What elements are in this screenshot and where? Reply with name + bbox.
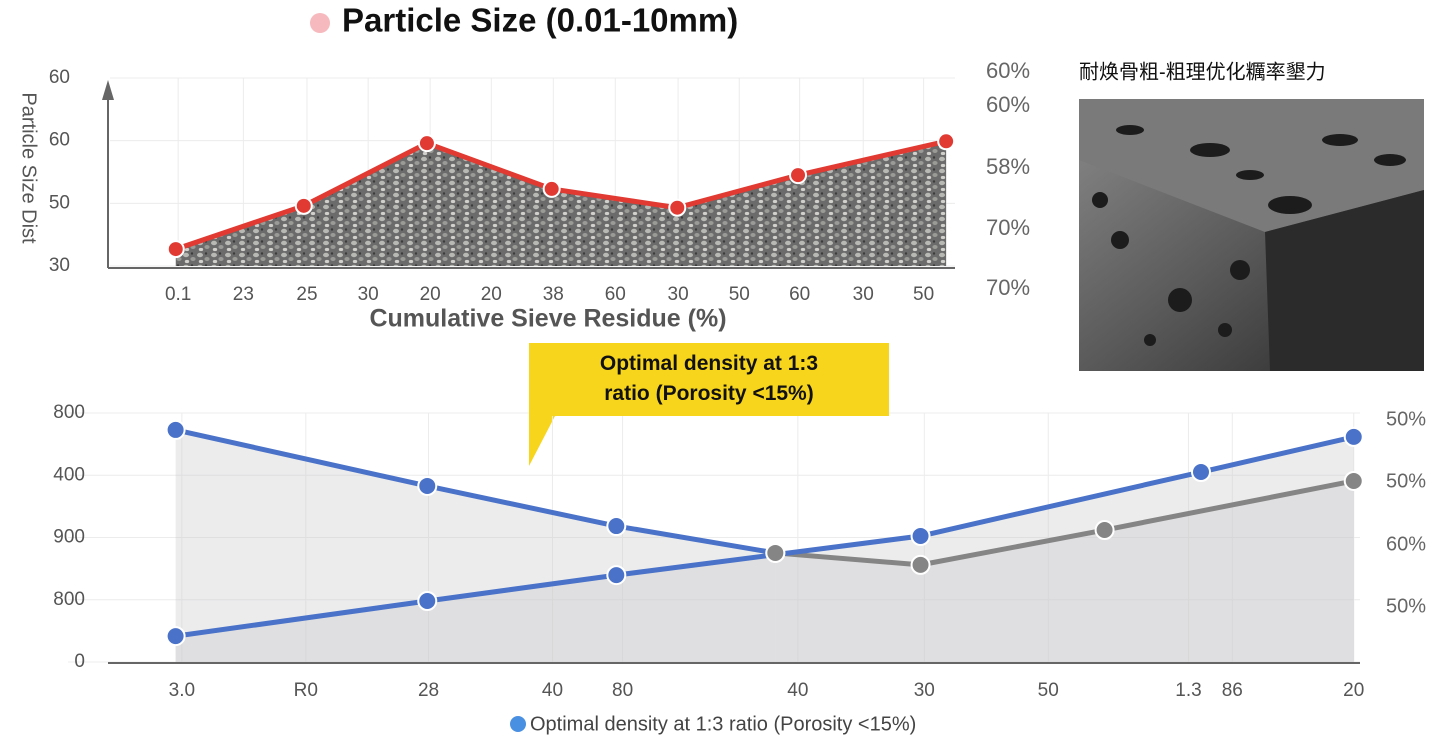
legend-text: Optimal density at 1:3 ratio (Porosity <…	[530, 713, 916, 735]
point	[417, 590, 438, 611]
right-label: 50%	[1386, 595, 1426, 617]
callout-tail	[529, 416, 555, 466]
area	[775, 480, 1354, 662]
x-tick-label: 40	[542, 680, 563, 701]
area	[175, 436, 1354, 662]
photo	[1079, 99, 1424, 371]
x-tick-label: 30	[853, 284, 874, 305]
y-tick-label: 50	[49, 192, 70, 213]
point	[542, 179, 561, 198]
x-axis-title: Cumulative Sieve Residue (%)	[369, 305, 726, 333]
point	[1094, 520, 1115, 541]
chart-title: Particle Size (0.01-10mm)	[342, 2, 738, 39]
x-tick-label: 28	[418, 680, 439, 701]
right-label: 50%	[1386, 408, 1426, 430]
x-tick-label: 20	[481, 284, 502, 305]
point	[910, 526, 931, 547]
x-tick-label: 40	[787, 680, 808, 701]
legend-marker	[510, 716, 526, 732]
x-tick-label: 23	[233, 284, 254, 305]
point	[1190, 462, 1211, 483]
x-tick-label: 86	[1222, 680, 1243, 701]
right-label: 60%	[986, 92, 1030, 117]
point	[910, 554, 931, 575]
point	[417, 475, 438, 496]
right-label: 60%	[1386, 533, 1426, 555]
x-tick-label: 38	[543, 284, 564, 305]
area	[175, 429, 776, 662]
y-tick-label: 800	[53, 589, 85, 610]
callout: Optimal density at 1:3 ratio (Porosity <…	[529, 343, 889, 416]
y-tick-label: 30	[49, 255, 70, 276]
right-label: 60%	[986, 58, 1030, 83]
area	[175, 141, 947, 266]
point	[606, 565, 627, 586]
point	[789, 166, 808, 185]
x-tick-label: 20	[1343, 680, 1364, 701]
x-tick-label: 60	[789, 284, 810, 305]
x-tick-label: 3.0	[169, 680, 195, 701]
point	[165, 419, 186, 440]
x-tick-label: 60	[605, 284, 626, 305]
right-label: 70%	[986, 275, 1030, 300]
y-tick-label: 60	[49, 67, 70, 88]
x-tick-label: R0	[294, 680, 318, 701]
point	[1343, 426, 1364, 447]
point	[937, 132, 956, 151]
callout-line: Optimal density at 1:3	[599, 352, 819, 375]
x-tick-label: 50	[1038, 680, 1059, 701]
point	[668, 198, 687, 217]
point	[1343, 470, 1364, 491]
point	[166, 240, 185, 259]
image-caption: 耐焕骨粗-粗理优化糲率墾力	[1079, 60, 1326, 83]
x-tick-label: 30	[914, 680, 935, 701]
point	[417, 134, 436, 153]
y-tick-label: 0	[74, 651, 85, 672]
x-tick-label: 0.1	[165, 284, 191, 305]
x-tick-label: 30	[358, 284, 379, 305]
point	[765, 542, 786, 563]
point	[165, 626, 186, 647]
point	[294, 196, 313, 215]
x-tick-label: 30	[668, 284, 689, 305]
x-tick-label: 50	[913, 284, 934, 305]
line	[775, 478, 1355, 568]
point	[606, 516, 627, 537]
y-tick-label: 800	[53, 402, 85, 423]
right-label: 50%	[1386, 470, 1426, 492]
x-tick-label: 1.3	[1175, 680, 1201, 701]
x-tick-label: 25	[296, 284, 317, 305]
callout-line: ratio (Porosity <15%)	[604, 382, 814, 405]
y-axis-title: Particle Size Dist	[18, 92, 40, 244]
y-tick-label: 900	[53, 527, 85, 548]
y-tick-label: 60	[49, 130, 70, 151]
x-tick-label: 50	[729, 284, 750, 305]
right-label: 70%	[986, 215, 1030, 240]
line	[175, 427, 776, 556]
title-dot	[310, 13, 330, 33]
x-tick-label: 80	[612, 680, 633, 701]
x-tick-label: 20	[420, 284, 441, 305]
right-label: 58%	[986, 154, 1030, 179]
y-tick-label: 400	[53, 464, 85, 485]
